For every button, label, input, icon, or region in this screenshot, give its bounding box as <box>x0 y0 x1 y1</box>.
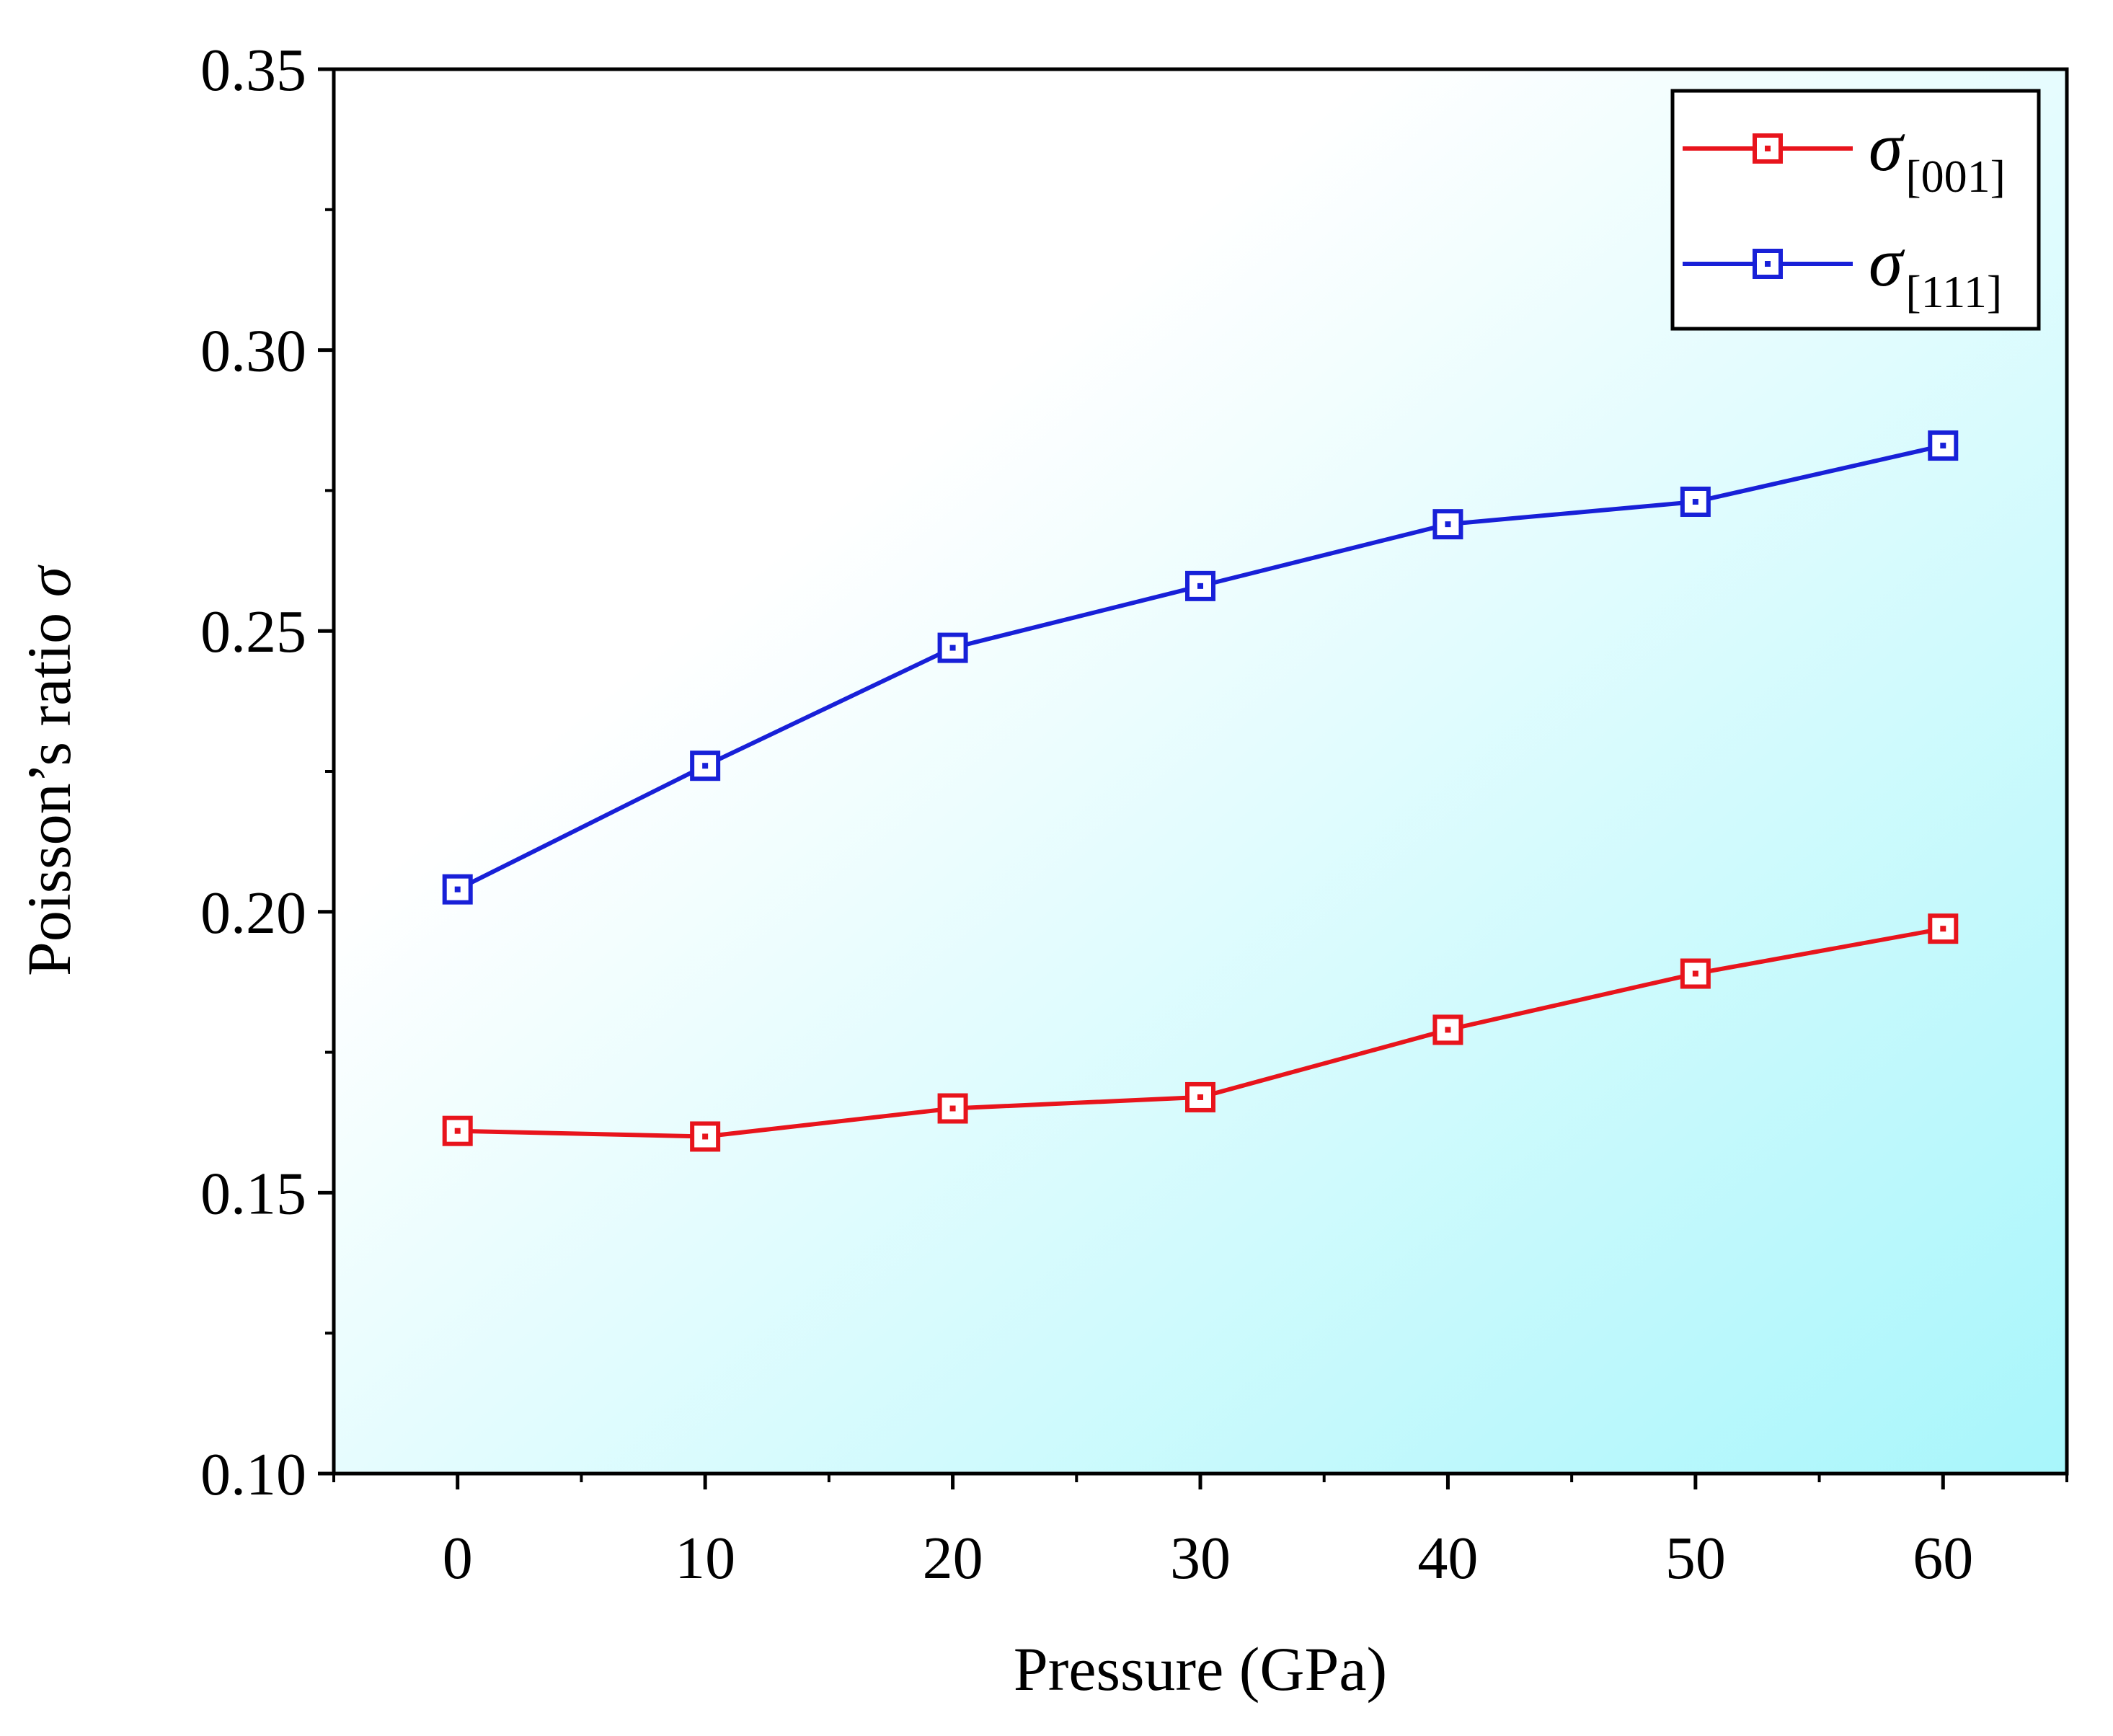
data-point <box>690 1121 721 1152</box>
data-point-dot <box>1197 1094 1203 1100</box>
legend-label: σ[001] <box>1869 108 2006 202</box>
data-point-dot <box>702 1133 709 1140</box>
y-axis-title: Poisson’s ratio σ <box>14 564 84 976</box>
y-tick-label: 0.30 <box>200 318 306 385</box>
data-point-dot <box>702 763 709 769</box>
legend-marker-dot <box>1765 261 1771 267</box>
data-point-dot <box>454 886 461 893</box>
x-tick-label: 30 <box>1170 1525 1231 1592</box>
data-point-dot <box>1692 498 1698 505</box>
y-axis-title-main: Poisson’s ratio <box>14 613 84 976</box>
data-point <box>1680 958 1711 989</box>
data-point <box>1432 1014 1463 1045</box>
data-point-dot <box>949 645 956 651</box>
x-tick-label: 50 <box>1665 1525 1726 1592</box>
data-point-dot <box>454 1128 461 1134</box>
legend-item-001: σ[001] <box>1683 108 2006 202</box>
y-tick-label: 0.35 <box>200 37 306 104</box>
series-001 <box>442 913 1959 1152</box>
plot-frame <box>332 67 2069 1476</box>
x-tick-label: 20 <box>923 1525 983 1592</box>
legend: σ[001] σ[111] <box>1670 89 2041 331</box>
data-point-dot <box>1197 583 1203 589</box>
legend-box <box>1670 89 2041 331</box>
data-point-dot <box>1940 926 1946 932</box>
y-tick-labels: 0.10 0.15 0.20 0.25 0.30 0.35 <box>200 37 306 1508</box>
y-axis-title-symbol: σ <box>14 564 84 597</box>
data-point <box>1680 486 1711 517</box>
legend-item-111: σ[111] <box>1683 223 2002 317</box>
x-tick-label: 40 <box>1417 1525 1478 1592</box>
axis-ticks <box>318 67 2068 1489</box>
series-111 <box>442 430 1959 905</box>
legend-label: σ[111] <box>1869 223 2002 317</box>
legend-marker-dot <box>1765 146 1771 151</box>
y-tick-label: 0.25 <box>200 598 306 665</box>
y-tick-label: 0.20 <box>200 880 306 947</box>
series-layer <box>442 430 1959 1152</box>
data-point <box>1185 1081 1215 1112</box>
x-tick-label: 10 <box>675 1525 735 1592</box>
data-point-dot <box>1940 443 1946 449</box>
data-point <box>442 1115 473 1146</box>
x-axis-title: Pressure (GPa) <box>1014 1634 1387 1704</box>
data-point-dot <box>949 1105 956 1112</box>
data-point-dot <box>1692 970 1698 977</box>
data-point <box>1928 430 1959 461</box>
data-point-dot <box>1445 1027 1451 1033</box>
x-tick-labels: 0 10 20 30 40 50 60 <box>443 1525 1974 1592</box>
data-point-dot <box>1445 521 1451 528</box>
x-tick-label: 0 <box>443 1525 473 1592</box>
y-tick-label: 0.10 <box>200 1441 306 1508</box>
y-tick-label: 0.15 <box>200 1160 306 1227</box>
x-tick-label: 60 <box>1913 1525 1973 1592</box>
